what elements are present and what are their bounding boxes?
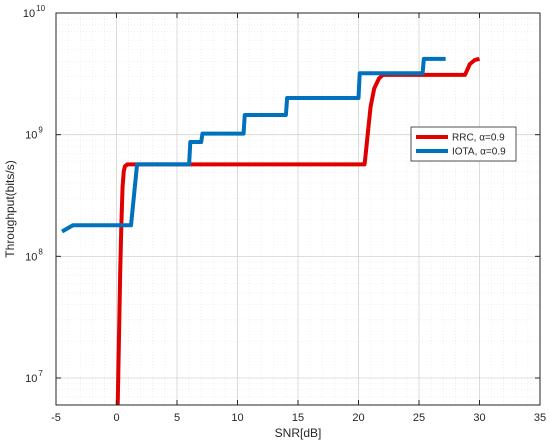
x-tick-label: 25 bbox=[413, 412, 425, 424]
x-tick-label: 30 bbox=[473, 412, 485, 424]
x-tick-label: 35 bbox=[534, 412, 546, 424]
x-tick-label: 0 bbox=[113, 412, 119, 424]
series-line-iota bbox=[61, 56, 446, 234]
tick-layer bbox=[55, 12, 541, 405]
y-axis-label: Throughput(bits/s) bbox=[3, 160, 17, 257]
legend-box bbox=[410, 126, 517, 162]
x-tick-label: 5 bbox=[174, 412, 180, 424]
legend: RRC, α=0.9 IOTA, α=0.9 bbox=[410, 126, 517, 162]
legend-entry-label: RRC, α=0.9 bbox=[452, 133, 505, 144]
x-tick-label: 20 bbox=[352, 412, 364, 424]
x-tick-label: 10 bbox=[231, 412, 243, 424]
x-tick-label: -5 bbox=[51, 412, 61, 424]
legend-entry-label: IOTA, α=0.9 bbox=[452, 147, 506, 158]
x-axis-label: SNR[dB] bbox=[275, 426, 322, 440]
series-layer bbox=[61, 56, 481, 405]
x-tick-label: 15 bbox=[292, 412, 304, 424]
